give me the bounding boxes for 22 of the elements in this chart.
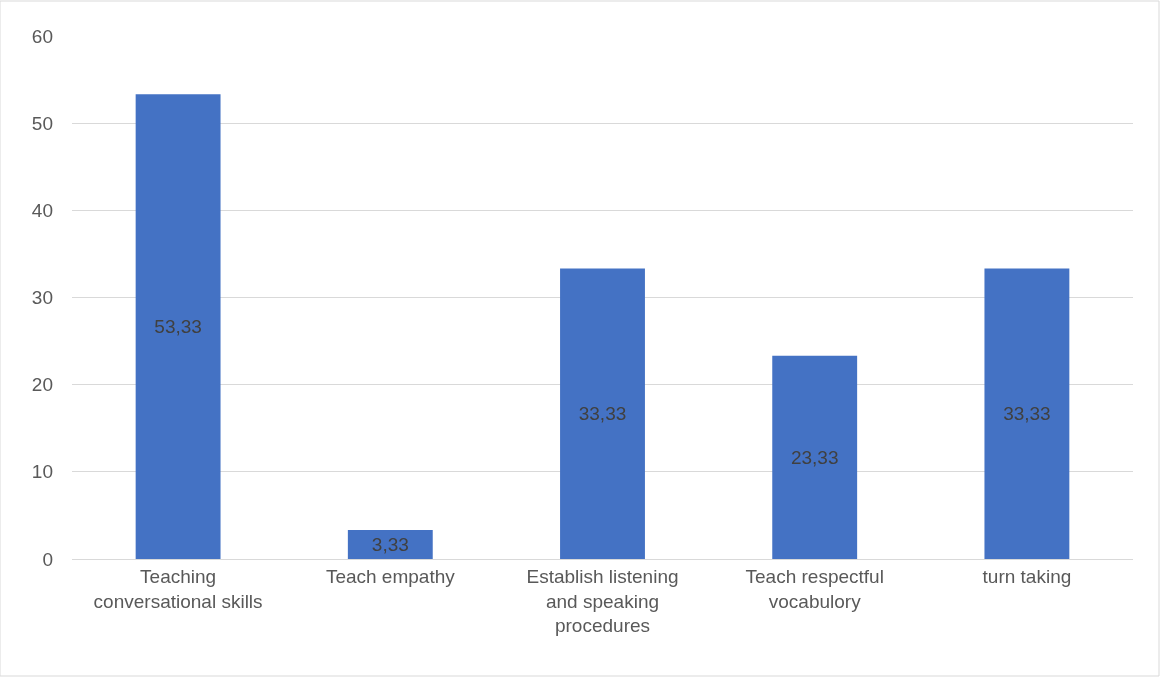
y-tick-label: 0 xyxy=(42,548,53,570)
y-tick-label: 40 xyxy=(31,199,53,221)
y-tick-label: 60 xyxy=(31,25,53,47)
x-tick-label: turn taking xyxy=(982,565,1072,587)
data-label: 33,33 xyxy=(578,403,627,425)
data-label: 53,33 xyxy=(154,316,202,338)
bar xyxy=(560,268,645,559)
y-tick-label: 50 xyxy=(31,112,53,134)
bar xyxy=(135,94,221,559)
x-tick-label: Establish listening and speaking procedures xyxy=(526,565,679,637)
y-tick-label: 30 xyxy=(31,287,53,309)
x-tick-label: Teach empathy xyxy=(325,565,456,587)
data-label: 3,33 xyxy=(371,533,409,555)
bar xyxy=(347,529,433,559)
data-label: 23,33 xyxy=(790,446,839,468)
y-tick-label: 20 xyxy=(31,374,53,396)
bar xyxy=(984,268,1070,559)
x-tick-label: Teaching conversational skills xyxy=(93,565,263,612)
y-tick-label: 10 xyxy=(31,461,53,483)
data-label: 33,33 xyxy=(1003,403,1051,425)
x-tick-label: Teach respectful vocabulory xyxy=(745,565,884,612)
bar xyxy=(772,355,858,559)
